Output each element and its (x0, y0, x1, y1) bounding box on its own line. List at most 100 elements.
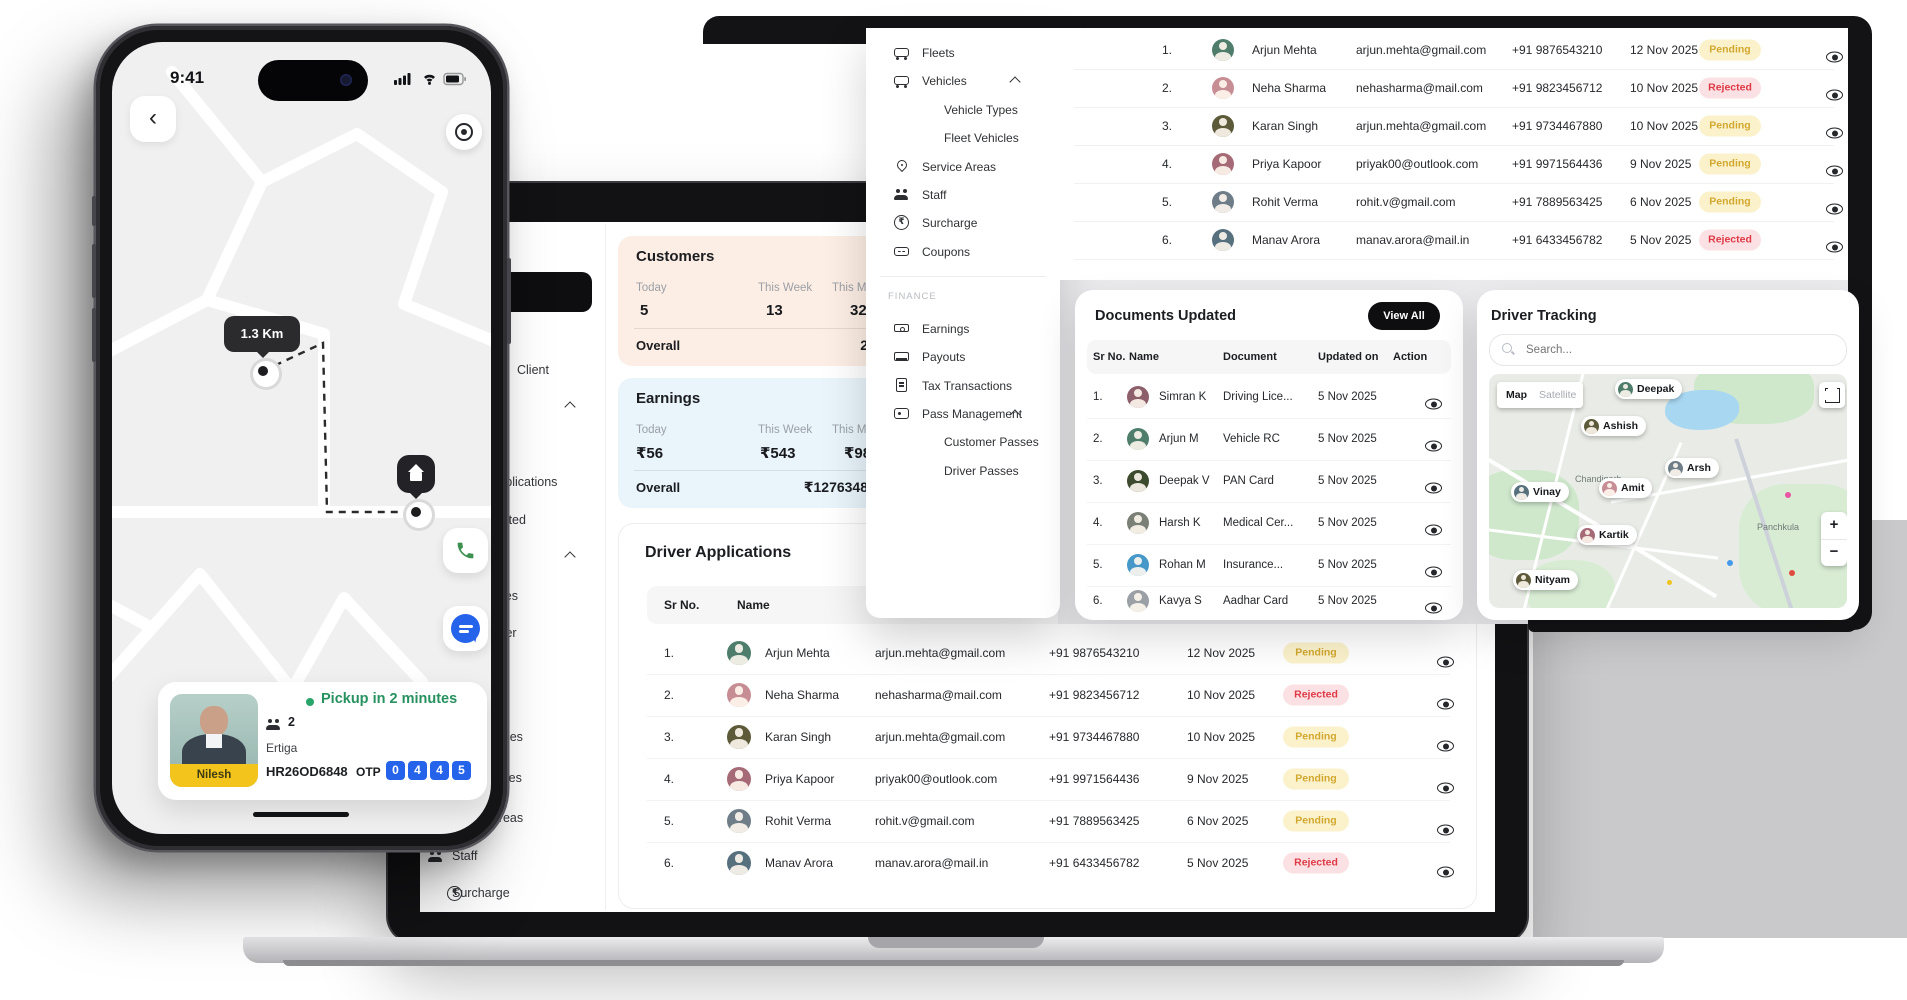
status-icons (394, 72, 466, 86)
menu-item-fleet-vehicles[interactable]: Fleet Vehicles (944, 131, 1019, 145)
menu-item-earnings[interactable]: Earnings (894, 322, 969, 336)
chat-button[interactable] (443, 606, 488, 651)
sidebar-item-surcharge[interactable]: Surcharge (452, 886, 510, 900)
back-button[interactable]: ‹ (130, 96, 176, 142)
driver-search[interactable] (1489, 334, 1847, 366)
tracking-map[interactable]: Chandigarh Panchkula Deepak Ashish Arsh … (1489, 374, 1847, 608)
table-row[interactable]: 3. Karan Singh arjun.mehta@gmail.com +91 … (647, 716, 1455, 759)
eye-icon[interactable] (1425, 565, 1443, 580)
avatar (1580, 527, 1595, 543)
camera-dot (340, 74, 352, 86)
table-row[interactable]: 5. Rohit Verma rohit.v@gmail.com +91 7889… (647, 800, 1455, 843)
avatar (1212, 39, 1234, 61)
eye-icon[interactable] (1826, 50, 1844, 65)
table-row[interactable]: 2. Neha Sharma nehasharma@mail.com +91 98… (647, 674, 1455, 717)
eye-icon[interactable] (1826, 202, 1844, 217)
call-button[interactable] (443, 528, 488, 573)
sidebar-item-client[interactable]: Client (517, 363, 549, 377)
driver-tracking-card: Driver Tracking Chandigarh Panchkula Dee… (1477, 290, 1859, 620)
driver-pin-arsh[interactable]: Arsh (1665, 458, 1719, 478)
menu-item-vehicles[interactable]: Vehicles (894, 74, 967, 88)
fullscreen-button[interactable] (1819, 382, 1845, 408)
menu-item-surcharge[interactable]: Surcharge (894, 215, 977, 230)
status-time: 9:41 (170, 68, 205, 87)
menu-item-customer-passes[interactable]: Customer Passes (944, 435, 1039, 449)
col-header-sr: Sr No. (664, 598, 700, 612)
eye-icon[interactable] (1425, 523, 1443, 538)
zoom-controls[interactable]: + − (1821, 512, 1847, 566)
driver-pin-vinay[interactable]: Vinay (1511, 482, 1569, 502)
table-row[interactable]: 6. Kavya S Aadhar Card 5 Nov 2025 (1087, 586, 1451, 616)
eye-icon[interactable] (1437, 739, 1455, 754)
menu-item-fleets[interactable]: Fleets (894, 46, 955, 60)
table-row[interactable]: 6. Manav Arora manav.arora@mail.in +91 64… (1074, 221, 1844, 260)
eye-icon[interactable] (1425, 481, 1443, 496)
avatar (1514, 484, 1529, 500)
eye-icon[interactable] (1826, 240, 1844, 255)
menu-item-tax-transactions[interactable]: Tax Transactions (896, 378, 1012, 393)
table-row[interactable]: 3. Karan Singh arjun.mehta@gmail.com +91 … (1074, 107, 1844, 146)
avatar (1618, 381, 1633, 397)
section-title: Driver Tracking (1491, 308, 1597, 324)
table-row[interactable]: 4. Priya Kapoor priyak00@outlook.com +91 … (1074, 145, 1844, 184)
menu-item-vehicle-types[interactable]: Vehicle Types (944, 103, 1018, 117)
zoom-in-button[interactable]: + (1821, 512, 1847, 540)
driver-pin-kartik[interactable]: Kartik (1577, 525, 1637, 545)
table-row[interactable]: 1. Simran K Driving Lice... 5 Nov 2025 (1087, 376, 1451, 419)
menu-item-coupons[interactable]: Coupons (894, 245, 970, 259)
avatar (1212, 77, 1234, 99)
driver-pin-amit[interactable]: Amit (1599, 478, 1653, 498)
table-row[interactable]: 3. Deepak V PAN Card 5 Nov 2025 (1087, 460, 1451, 503)
eye-icon[interactable] (1437, 865, 1455, 880)
coupons-icon (894, 244, 909, 259)
eye-icon[interactable] (1425, 601, 1443, 616)
search-input[interactable] (1524, 336, 1828, 364)
otp-label: OTP (356, 765, 381, 779)
eye-icon[interactable] (1437, 697, 1455, 712)
driver-pin-nityam[interactable]: Nityam (1513, 570, 1579, 590)
menu-item-staff[interactable]: Staff (894, 188, 946, 202)
menu-item-payouts[interactable]: Payouts (894, 350, 965, 364)
menu-item-service-areas[interactable]: Service Areas (900, 160, 996, 174)
menu-item-driver-passes[interactable]: Driver Passes (944, 464, 1019, 478)
map-tab[interactable]: Map (1506, 389, 1527, 401)
avatar (1127, 428, 1149, 450)
eye-icon[interactable] (1425, 397, 1443, 412)
status-badge: Pending (1699, 153, 1761, 175)
table-row[interactable]: 6. Manav Arora manav.arora@mail.in +91 64… (647, 842, 1455, 884)
locate-button[interactable] (446, 114, 482, 150)
sidebar-item-staff[interactable]: Staff (452, 849, 478, 863)
driver-pin-deepak[interactable]: Deepak (1615, 379, 1683, 399)
menu-item-pass-management[interactable]: Pass Management (894, 407, 1022, 421)
eye-icon[interactable] (1437, 781, 1455, 796)
table-row[interactable]: 5. Rohit Verma rohit.v@gmail.com +91 7889… (1074, 183, 1844, 222)
map-type-toggle[interactable]: Map Satellite (1497, 382, 1583, 408)
payouts-icon (894, 349, 909, 364)
eye-icon[interactable] (1826, 164, 1844, 179)
col-header-sr: Sr No. (1093, 351, 1126, 363)
table-row[interactable]: 1. Arjun Mehta arjun.mehta@gmail.com +91 … (647, 632, 1455, 675)
view-all-button[interactable]: View All (1368, 302, 1440, 330)
eye-icon[interactable] (1826, 126, 1844, 141)
table-row[interactable]: 4. Harsh K Medical Cer... 5 Nov 2025 (1087, 502, 1451, 545)
card-title: Customers (636, 248, 715, 265)
status-badge: Pending (1283, 768, 1349, 790)
table-header: Sr No. Name Document Updated on Action (1087, 340, 1451, 374)
eye-icon[interactable] (1425, 439, 1443, 454)
table-row[interactable]: 2. Arjun M Vehicle RC 5 Nov 2025 (1087, 418, 1451, 461)
eye-icon[interactable] (1437, 655, 1455, 670)
surcharge-icon (894, 215, 909, 230)
table-row[interactable]: 4. Priya Kapoor priyak00@outlook.com +91 … (647, 758, 1455, 801)
table-row[interactable]: 2. Neha Sharma nehasharma@mail.com +91 98… (1074, 69, 1844, 108)
table-row[interactable]: 1. Arjun Mehta arjun.mehta@gmail.com +91 … (1074, 31, 1844, 70)
route-path (262, 341, 412, 514)
satellite-tab[interactable]: Satellite (1539, 389, 1577, 401)
table-row[interactable]: 5. Rohan M Insurance... 5 Nov 2025 (1087, 544, 1451, 587)
status-badge: Pending (1699, 191, 1761, 213)
zoom-out-button[interactable]: − (1829, 543, 1839, 560)
eye-icon[interactable] (1437, 823, 1455, 838)
section-title: Documents Updated (1095, 308, 1236, 324)
phone-side-button (92, 308, 96, 362)
eye-icon[interactable] (1826, 88, 1844, 103)
driver-pin-ashish[interactable]: Ashish (1581, 416, 1647, 436)
